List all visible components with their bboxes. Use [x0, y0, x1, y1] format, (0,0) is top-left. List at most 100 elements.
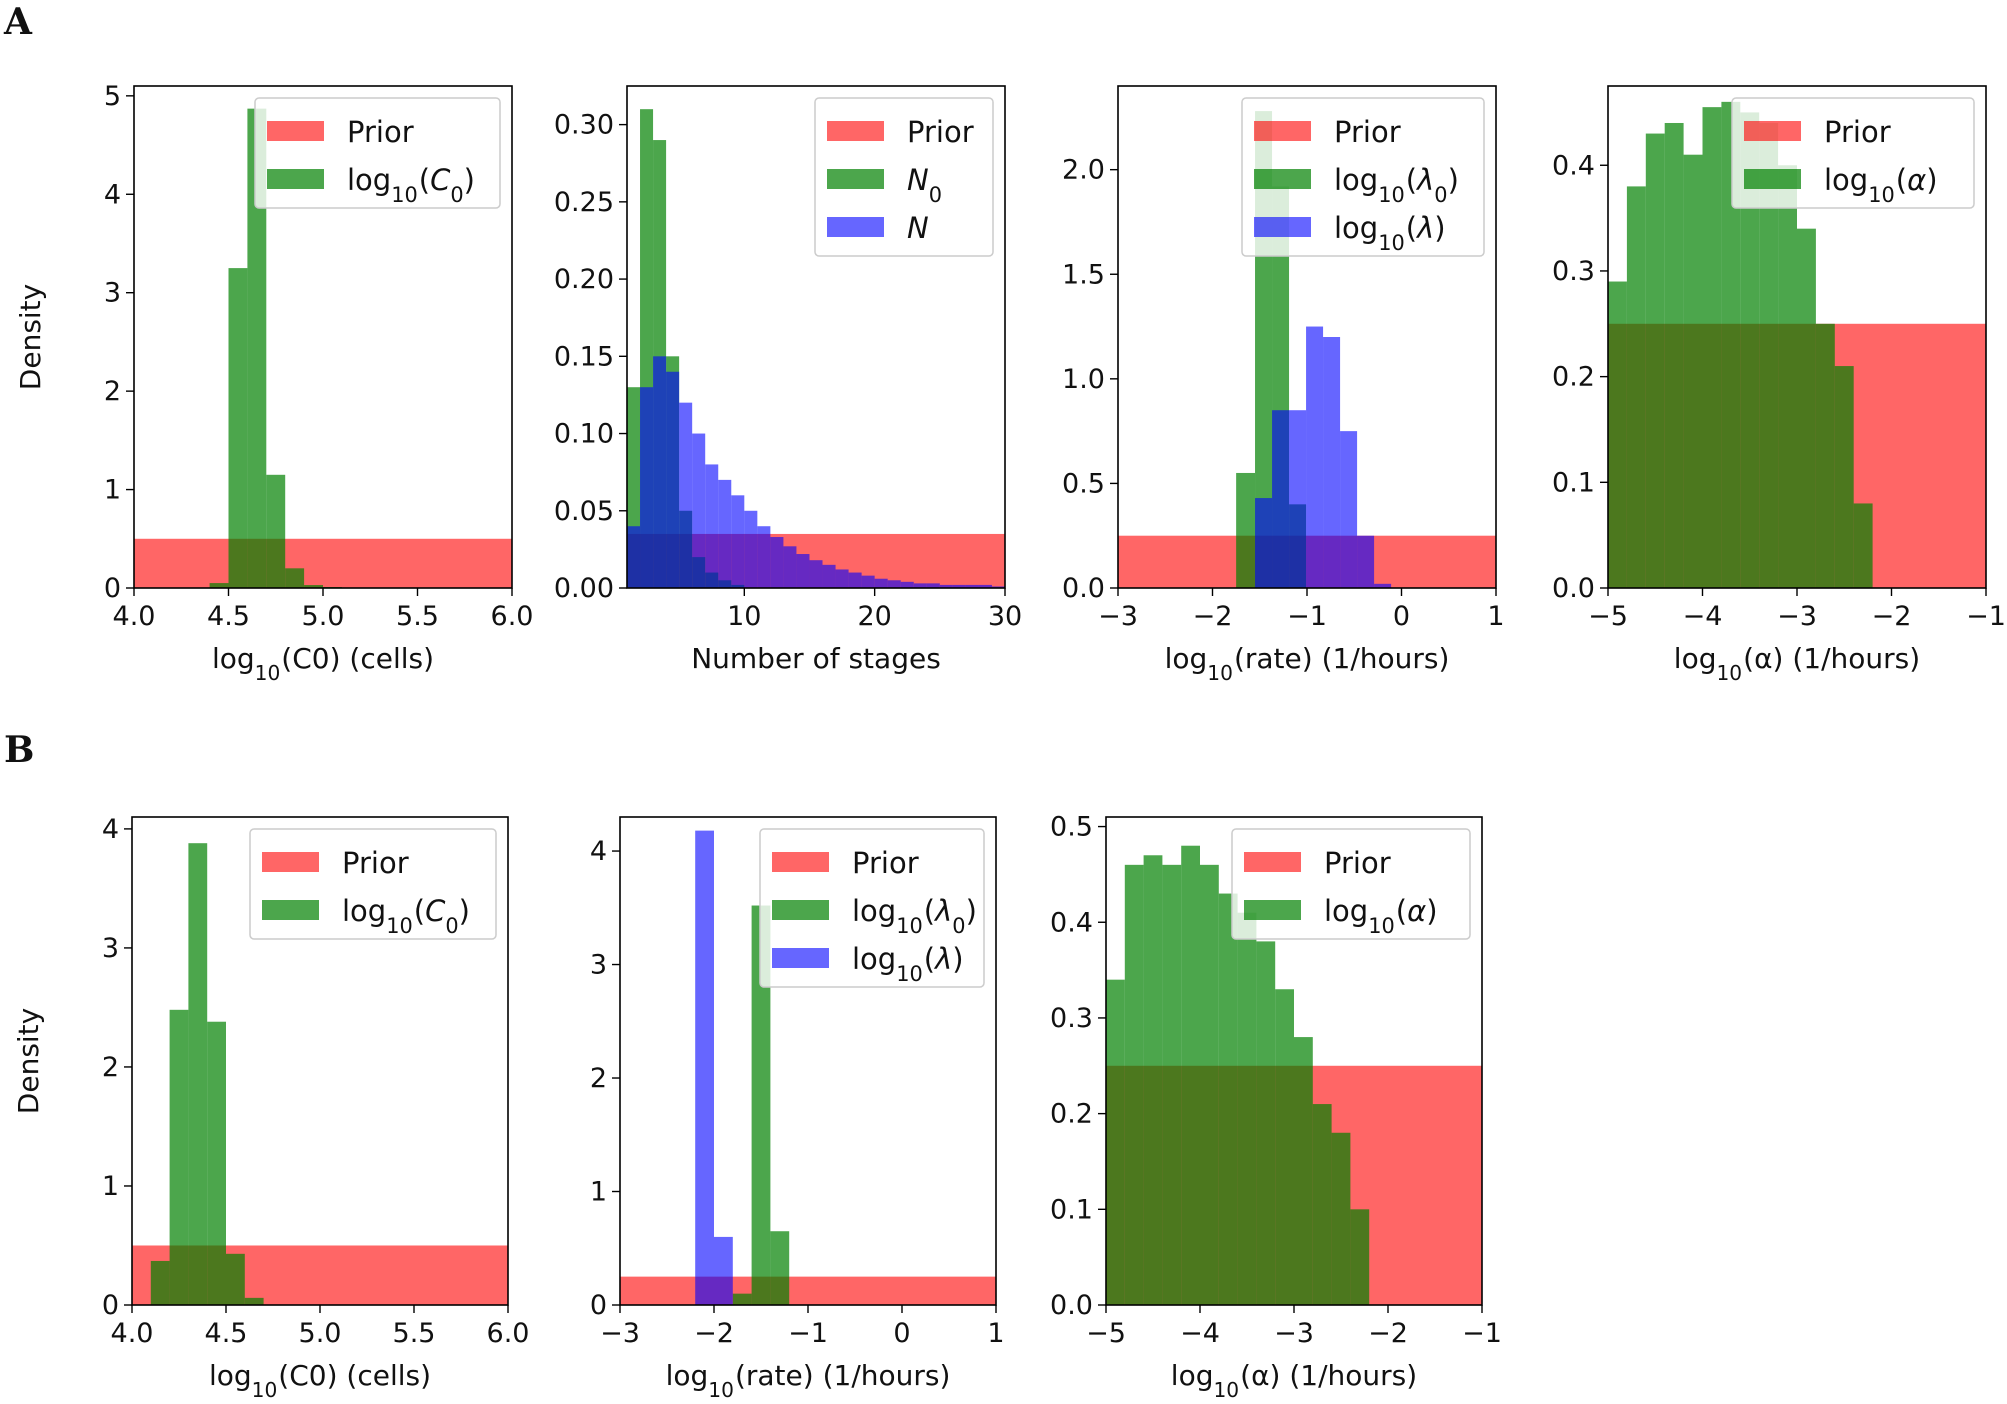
legend-label-prior: Prior	[1334, 115, 1401, 149]
bar-log10-2	[1143, 855, 1163, 1305]
panel-letter-b: B	[4, 729, 34, 771]
x-tick-label: 1	[987, 1318, 1004, 1349]
y-tick-label: 0	[590, 1290, 607, 1321]
bar-log10-10	[1294, 1037, 1313, 1305]
legend-swatch-log10	[1744, 169, 1801, 189]
bar-n-6	[705, 464, 719, 588]
bar-n-4	[679, 402, 693, 588]
bar-n-11	[770, 537, 784, 588]
bar-n-24	[939, 584, 953, 588]
bar-log10-c0-0	[150, 1260, 170, 1305]
y-tick-label: 0.00	[554, 573, 614, 604]
bar-prior-0	[620, 1276, 996, 1305]
bar-n-1	[640, 387, 654, 588]
x-tick-label: −5	[1588, 601, 1628, 632]
y-tick-label: 0.2	[1050, 1099, 1093, 1130]
bar-n-23	[926, 583, 940, 588]
y-tick-label: 1.0	[1062, 364, 1105, 395]
y-tick-label: 0.2	[1552, 362, 1595, 393]
legend-swatch-log10	[772, 948, 829, 968]
bar-n-0	[627, 526, 641, 588]
bars-group	[134, 108, 512, 588]
y-tick-label: 0.0	[1062, 573, 1105, 604]
bar-log10-5	[1340, 431, 1358, 588]
y-tick-label: 1	[102, 1171, 119, 1202]
bar-n-17	[848, 572, 862, 588]
bar-log10-8	[1256, 941, 1276, 1305]
legend-swatch-n0	[827, 169, 884, 189]
bar-log10-4	[1323, 337, 1341, 588]
x-tick-label: 4.5	[205, 1318, 248, 1349]
bar-log10-0	[1255, 498, 1273, 588]
y-tick-label: 0.0	[1552, 573, 1595, 604]
bar-log10-c0-3	[207, 1021, 226, 1305]
bar-log10-c0-1	[169, 1009, 189, 1305]
bar-log10-6	[1721, 101, 1741, 588]
bar-log10-0-1	[751, 905, 771, 1305]
bar-log10-6	[1218, 893, 1238, 1305]
bar-n-2	[653, 356, 667, 588]
bar-log10-c0-0	[209, 583, 229, 588]
bar-log10-6	[1357, 535, 1375, 588]
bar-log10-4	[1181, 845, 1200, 1305]
x-tick-label: 0	[1393, 601, 1410, 632]
legend-swatch-log10-0	[1254, 169, 1311, 189]
bar-log10-5	[1702, 107, 1722, 588]
bar-log10-13	[1853, 503, 1873, 588]
bar-log10-0	[695, 830, 714, 1305]
bar-log10-c0-5	[304, 585, 323, 588]
y-tick-label: 2.0	[1062, 155, 1105, 186]
bar-log10-7	[1374, 583, 1392, 588]
bar-log10-3	[1162, 864, 1182, 1305]
legend-label-prior: Prior	[907, 115, 974, 149]
y-tick-label: 0.10	[554, 419, 614, 450]
bar-log10-12	[1331, 1132, 1351, 1305]
bars-group	[620, 830, 996, 1305]
y-tick-label: 2	[104, 376, 121, 407]
bar-n-13	[796, 554, 810, 588]
x-tick-label: −1	[788, 1318, 828, 1349]
bar-log10-13	[1350, 1209, 1370, 1305]
legend-label-prior: Prior	[1324, 846, 1391, 880]
x-tick-label: −2	[1193, 601, 1233, 632]
bar-log10-1	[714, 1236, 733, 1305]
bar-log10-10	[1797, 228, 1816, 588]
y-tick-label: 0.25	[554, 187, 614, 218]
y-tick-label: 3	[590, 950, 607, 981]
legend-swatch-prior	[1244, 852, 1301, 872]
y-axis-label: Density	[12, 1008, 45, 1114]
x-tick-label: −4	[1683, 601, 1723, 632]
x-tick-label: −3	[1098, 601, 1138, 632]
y-tick-label: 1.5	[1062, 259, 1105, 290]
y-tick-label: 5	[104, 81, 121, 112]
y-tick-label: 4	[590, 836, 607, 867]
bar-n-8	[731, 495, 745, 588]
bar-n-16	[835, 569, 849, 588]
bar-log10-0-0	[1236, 472, 1256, 588]
bar-n-21	[900, 581, 914, 588]
bar-n-20	[887, 580, 901, 588]
y-tick-label: 0.3	[1552, 256, 1595, 287]
bar-log10-8	[1759, 122, 1779, 588]
bar-log10-1	[1626, 186, 1646, 588]
bar-log10-11	[1312, 1104, 1332, 1305]
legend-swatch-prior	[262, 852, 319, 872]
bars-group	[132, 843, 508, 1305]
axes-frame	[626, 85, 1006, 589]
bar-n-19	[874, 578, 888, 588]
x-tick-label: 6.0	[487, 1318, 530, 1349]
legend-swatch-prior	[267, 121, 324, 141]
x-tick-label: 4.0	[113, 601, 156, 632]
y-tick-label: 0.20	[554, 264, 614, 295]
x-tick-label: 5.5	[396, 601, 439, 632]
bar-n-27	[978, 584, 992, 588]
bar-n-9	[744, 510, 758, 588]
x-tick-label: 10	[727, 601, 761, 632]
x-tick-label: 0	[893, 1318, 910, 1349]
bar-prior-0	[134, 538, 512, 588]
bar-log10-2	[1289, 410, 1307, 588]
